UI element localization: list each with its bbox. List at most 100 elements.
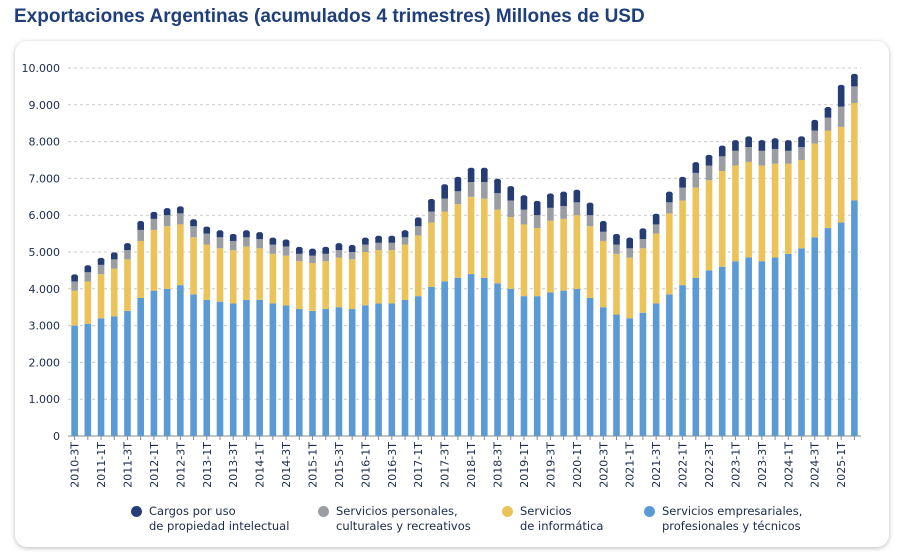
bar-segment-3 <box>229 240 237 251</box>
bar-segment-3 <box>785 150 792 164</box>
bar-segment-3 <box>335 250 343 258</box>
bar-segment-2 <box>97 274 105 319</box>
bar-segment-1 <box>84 323 92 436</box>
bar-segment-3 <box>216 237 224 249</box>
bar-cap <box>639 228 647 234</box>
bar-segment-3 <box>573 202 581 216</box>
bar-cap <box>335 243 343 249</box>
bar-segment-3 <box>441 198 448 212</box>
bar-segment-1 <box>520 296 528 436</box>
bar-segment-2 <box>375 250 382 304</box>
bar-segment-2 <box>282 255 290 306</box>
bar-segment-3 <box>362 244 369 252</box>
bar-segment-2 <box>414 235 422 297</box>
bar-cap <box>401 230 409 236</box>
bar-segment-2 <box>216 248 224 302</box>
x-tick-label: 2025-1T <box>835 442 848 488</box>
bar-cap <box>428 198 435 204</box>
bar-segment-1 <box>679 285 686 436</box>
bar-segment-2 <box>613 253 620 315</box>
bar-segment-3 <box>639 239 647 249</box>
x-tick-label: 2022-1T <box>677 442 690 488</box>
bar-segment-1 <box>666 294 673 436</box>
bar-segment-1 <box>295 309 303 436</box>
bar-segment-4 <box>705 156 713 166</box>
bar-segment-3 <box>494 193 501 210</box>
bar-cap <box>692 162 700 168</box>
bar-segment-2 <box>626 257 634 319</box>
bar-segment-3 <box>163 215 171 227</box>
bar-segment-4 <box>481 169 488 183</box>
chart-legend: Cargos por uso de propiedad intelectual … <box>0 504 911 544</box>
bar-segment-3 <box>520 209 528 225</box>
bar-segment-2 <box>494 209 501 284</box>
bar-segment-2 <box>837 126 845 223</box>
x-tick-label: 2011-3T <box>121 442 134 488</box>
bar-segment-2 <box>309 263 316 311</box>
bar-segment-3 <box>282 246 290 256</box>
bar-segment-3 <box>348 252 356 260</box>
x-tick-label: 2024-1T <box>782 442 795 488</box>
y-tick-label: 4.000 <box>29 283 61 296</box>
bar-segment-2 <box>507 217 515 289</box>
bar-segment-1 <box>428 286 435 436</box>
bar-segment-3 <box>150 218 158 230</box>
bar-cap <box>824 106 832 112</box>
y-tick-label: 9.000 <box>29 99 61 112</box>
bar-segment-1 <box>758 261 766 436</box>
bar-cap <box>705 154 713 160</box>
bar-segment-4 <box>428 200 435 212</box>
bar-segment-2 <box>732 165 739 262</box>
bar-segment-3 <box>177 213 184 225</box>
bar-cap <box>573 189 581 195</box>
bar-segment-3 <box>190 226 197 238</box>
legend-label-informatica-line1: Servicios <box>520 504 572 518</box>
bar-segment-2 <box>560 218 567 291</box>
bar-segment-1 <box>652 303 660 436</box>
legend-swatch-empresariales <box>644 506 655 517</box>
bar-segment-3 <box>124 250 131 260</box>
x-tick-label: 2011-1T <box>95 442 108 488</box>
bar-segment-3 <box>467 182 475 197</box>
bar-segment-4 <box>560 193 567 206</box>
bar-cap <box>613 233 620 239</box>
bar-segment-4 <box>613 235 620 245</box>
bar-cap <box>362 237 369 243</box>
bar-segment-3 <box>560 206 567 219</box>
bar-segment-2 <box>573 215 581 289</box>
bar-segment-4 <box>758 141 766 151</box>
bar-segment-1 <box>137 298 144 436</box>
bar-segment-3 <box>533 215 541 229</box>
bar-cap <box>811 119 819 125</box>
bar-cap <box>177 206 184 212</box>
bar-segment-3 <box>481 182 488 199</box>
bar-segment-3 <box>547 207 554 221</box>
bar-segment-2 <box>467 196 475 275</box>
bar-segment-3 <box>269 244 277 254</box>
bar-segment-2 <box>811 143 819 238</box>
legend-label-intellectual-line2: de propiedad intelectual <box>149 519 290 533</box>
bar-segment-1 <box>547 292 554 436</box>
bar-cap <box>745 136 752 142</box>
bar-segment-3 <box>732 150 739 166</box>
x-tick-label: 2022-3T <box>703 442 716 488</box>
bar-segment-2 <box>401 244 409 300</box>
bar-cap <box>71 274 78 280</box>
bar-segment-2 <box>705 180 713 271</box>
bar-segment-1 <box>732 261 739 436</box>
x-tick-label: 2024-3T <box>809 442 822 488</box>
bar-segment-3 <box>137 229 144 241</box>
x-tick-label: 2014-1T <box>254 442 267 488</box>
bar-segment-3 <box>428 211 435 223</box>
bar-cap <box>322 246 330 252</box>
bar-segment-1 <box>97 318 105 436</box>
legend-swatch-informatica <box>502 506 513 517</box>
bar-segment-1 <box>745 257 752 436</box>
bar-segment-2 <box>428 222 435 287</box>
bar-cap <box>520 195 528 201</box>
bar-cap <box>110 252 118 258</box>
bar-segment-3 <box>388 242 396 251</box>
x-tick-label: 2021-3T <box>650 442 663 488</box>
bar-cap <box>84 265 92 271</box>
bar-segment-3 <box>71 281 78 291</box>
